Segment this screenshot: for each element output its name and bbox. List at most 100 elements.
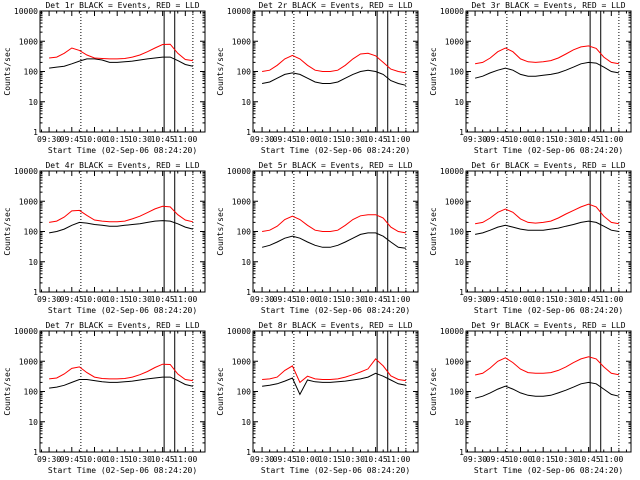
x-tick-label: 10:45 (577, 135, 601, 144)
detector-plot-1: Det 1r BLACK = Events, RED = LLD 1 10 100 10… (3, 1, 206, 155)
plot-frame (39, 330, 206, 453)
y-tick-label: 100 (24, 228, 39, 237)
x-tick-label: 10:15 (318, 135, 342, 144)
y-tick-label: 10 (241, 258, 251, 267)
y-tick-label: 100 (450, 388, 465, 397)
y-tick-label: 10 (454, 258, 464, 267)
series-line-events (49, 376, 194, 389)
y-tick-label: 100 (24, 68, 39, 77)
series-line-events (49, 220, 194, 234)
y-tick-label: 1 (246, 288, 251, 297)
x-tick-label: 10:15 (531, 135, 555, 144)
y-tick-label: 10000 (14, 7, 38, 16)
x-tick-label: 11:00 (173, 295, 197, 304)
plot-frame (252, 10, 419, 133)
x-tick-label: 10:15 (105, 135, 129, 144)
y-tick-label: 100 (24, 388, 39, 397)
series-line-lld (475, 203, 619, 225)
chart-title: Det 8r BLACK = Events, RED = LLD (258, 321, 412, 330)
x-tick-label: 11:00 (386, 295, 410, 304)
chart-title: Det 5r BLACK = Events, RED = LLD (258, 161, 412, 170)
x-tick-label: 11:00 (599, 135, 623, 144)
y-axis-label: Counts/sec (216, 207, 225, 255)
chart-title: Det 1r BLACK = Events, RED = LLD (45, 1, 199, 10)
x-tick-label: 09:45 (273, 135, 297, 144)
x-tick-label: 09:45 (486, 455, 510, 464)
x-tick-label: 10:30 (128, 135, 152, 144)
x-tick-label: 10:30 (554, 295, 578, 304)
series-line-events (474, 61, 619, 79)
x-axis-label: Start Time (02-Sep-06 08:24:20) (261, 306, 410, 315)
x-tick-label: 11:00 (599, 295, 623, 304)
x-tick-label: 10:30 (341, 455, 365, 464)
x-tick-label: 10:45 (364, 135, 388, 144)
x-tick-label: 09:45 (60, 295, 84, 304)
series-line-events (474, 381, 620, 399)
x-tick-label: 11:00 (599, 455, 623, 464)
x-tick-label: 10:30 (128, 295, 152, 304)
y-axis-label: Counts/sec (429, 367, 438, 415)
x-tick-label: 11:00 (173, 455, 197, 464)
x-tick-label: 09:30 (250, 135, 274, 144)
y-tick-label: 1 (33, 288, 38, 297)
y-tick-label: 100 (237, 68, 252, 77)
x-axis-label: Start Time (02-Sep-06 08:24:20) (261, 146, 410, 155)
plot-frame (465, 10, 632, 133)
series-line-lld (262, 358, 406, 384)
chart-title: Det 3r BLACK = Events, RED = LLD (471, 1, 625, 10)
series-line-lld (49, 205, 194, 223)
y-tick-label: 10000 (440, 167, 464, 176)
x-tick-label: 09:30 (463, 295, 487, 304)
x-tick-label: 10:45 (364, 295, 388, 304)
detector-plot-7: Det 7r BLACK = Events, RED = LLD 1 10 100 10… (3, 321, 206, 475)
detector-plot-6: Det 6r BLACK = Events, RED = LLD 1 10 100 10… (429, 161, 632, 315)
y-tick-label: 1 (459, 128, 464, 137)
x-tick-label: 10:45 (151, 135, 175, 144)
x-tick-label: 09:30 (463, 135, 487, 144)
x-tick-label: 10:45 (364, 455, 388, 464)
y-axis-label: Counts/sec (3, 207, 12, 255)
x-tick-label: 10:45 (151, 295, 175, 304)
y-tick-label: 100 (237, 388, 252, 397)
y-tick-label: 1000 (232, 357, 251, 366)
y-tick-label: 100 (450, 228, 465, 237)
x-tick-label: 10:45 (151, 455, 175, 464)
x-axis-label: Start Time (02-Sep-06 08:24:20) (261, 466, 410, 475)
x-tick-label: 10:15 (531, 295, 555, 304)
x-tick-label: 10:30 (128, 455, 152, 464)
series-line-lld (475, 45, 619, 65)
y-tick-label: 1 (33, 448, 38, 457)
y-axis-label: Counts/sec (429, 207, 438, 255)
series-line-events (262, 69, 407, 86)
chart-title: Det 7r BLACK = Events, RED = LLD (45, 321, 199, 330)
y-tick-label: 1000 (232, 197, 251, 206)
x-tick-label: 11:00 (173, 135, 197, 144)
y-tick-label: 100 (237, 228, 252, 237)
plot-frame (39, 10, 206, 133)
y-tick-label: 1000 (445, 37, 464, 46)
detector-plot-5: Det 5r BLACK = Events, RED = LLD 1 10 100 10… (216, 161, 419, 315)
x-tick-label: 09:30 (250, 295, 274, 304)
y-tick-label: 10 (28, 98, 38, 107)
plot-frame (465, 170, 632, 293)
y-tick-label: 10 (454, 98, 464, 107)
x-tick-label: 10:00 (295, 135, 319, 144)
y-tick-label: 10 (28, 258, 38, 267)
series-line-events (475, 220, 619, 235)
x-tick-label: 09:45 (60, 455, 84, 464)
y-tick-label: 1 (33, 128, 38, 137)
detector-plot-8: Det 8r BLACK = Events, RED = LLD 1 10 100 10… (216, 321, 419, 475)
x-tick-label: 10:30 (341, 135, 365, 144)
x-axis-label: Start Time (02-Sep-06 08:24:20) (474, 306, 623, 315)
y-tick-label: 10 (454, 418, 464, 427)
y-tick-label: 1000 (445, 357, 464, 366)
x-tick-label: 10:30 (554, 135, 578, 144)
detector-plot-3: Det 3r BLACK = Events, RED = LLD 1 10 100 10… (429, 1, 632, 155)
x-tick-label: 10:15 (105, 295, 129, 304)
x-tick-label: 09:30 (37, 455, 61, 464)
x-tick-label: 09:30 (463, 455, 487, 464)
x-tick-label: 10:00 (508, 455, 532, 464)
x-tick-label: 09:45 (486, 135, 510, 144)
x-tick-label: 10:45 (577, 295, 601, 304)
